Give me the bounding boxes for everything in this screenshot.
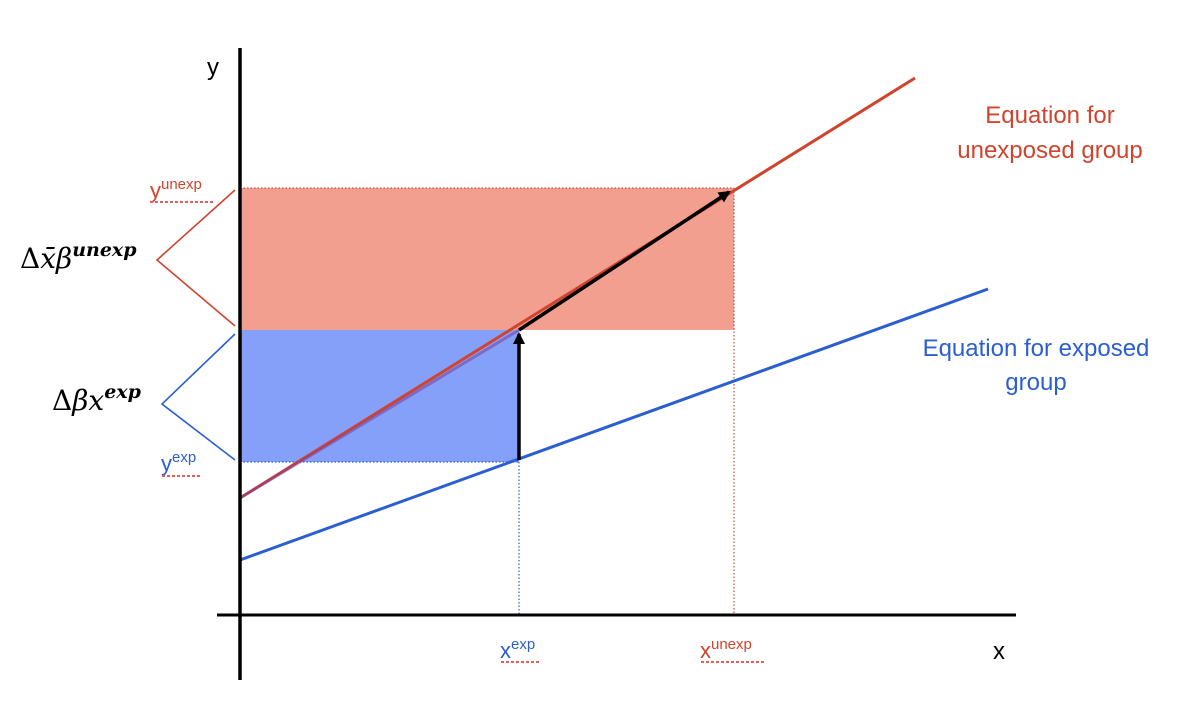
- y-axis-label: y: [207, 54, 219, 81]
- overlap-segment: [239, 328, 520, 500]
- tick-x-exp: xexp: [500, 636, 541, 663]
- tick-y-exp: yexp: [161, 449, 200, 477]
- coefficient-term-label: Δβxexp: [52, 381, 142, 417]
- exposed-label-line2: group: [1005, 369, 1066, 396]
- endowment-brace: [155, 189, 236, 327]
- unexposed-label-line2: unexposed group: [957, 137, 1142, 164]
- unexposed-label-line1: Equation for: [985, 102, 1114, 129]
- svg-text:yunexp: yunexp: [150, 176, 202, 203]
- coefficient-brace: [160, 333, 236, 461]
- svg-text:yexp: yexp: [161, 449, 196, 476]
- endowment-arrow: [518, 190, 731, 332]
- exposed-label-line1: Equation for exposed: [923, 335, 1150, 362]
- tick-y-unexp: yunexp: [150, 176, 214, 203]
- endowment-term-label: Δx̄βunexp: [20, 239, 137, 275]
- tick-x-unexp: xunexp: [700, 636, 765, 663]
- exposed-group-line: [239, 287, 989, 562]
- unexposed-group-line: [239, 76, 916, 500]
- x-axis-label: x: [993, 638, 1005, 665]
- svg-text:xunexp: xunexp: [700, 636, 752, 663]
- endowment-region: [240, 188, 734, 330]
- svg-text:xexp: xexp: [500, 636, 535, 663]
